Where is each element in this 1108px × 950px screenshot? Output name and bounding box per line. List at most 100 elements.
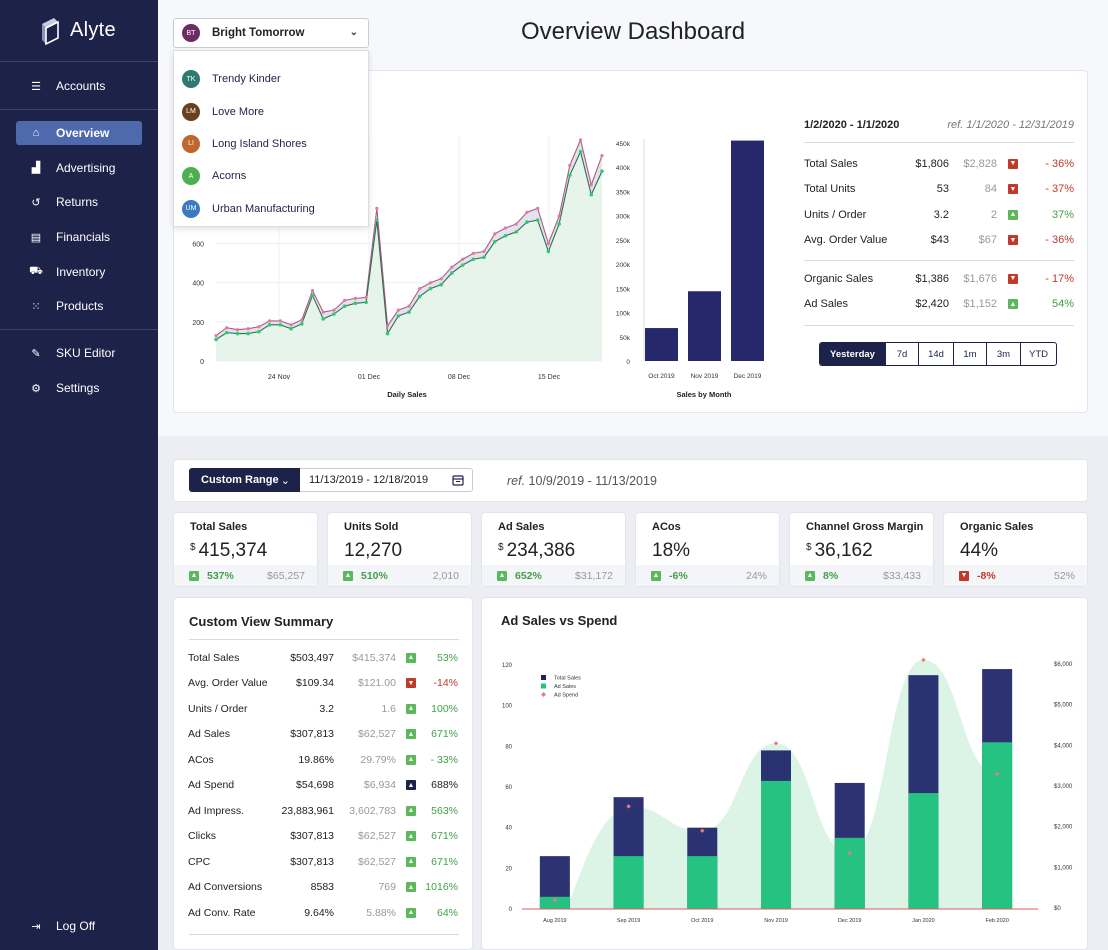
kpi-number: 44% — [960, 540, 999, 561]
account-option-love-more[interactable]: LM Love More — [174, 95, 368, 127]
y-tick-label: 20 — [505, 866, 512, 872]
stat-value: 19.86% — [298, 753, 334, 766]
sidebar-item-sku-editor[interactable]: ✎ SKU Editor — [16, 341, 142, 365]
data-point — [482, 255, 486, 260]
range-button-1m[interactable]: 1m — [953, 343, 986, 365]
stat-label: ACos — [188, 753, 214, 766]
account-option-acorns[interactable]: A Acorns — [174, 160, 368, 192]
kpi-footer: ▼ -8% 52% — [944, 565, 1087, 586]
legend-label: Total Sales — [554, 676, 581, 682]
avatar: UM — [182, 199, 200, 218]
stat-change: - 37% — [1045, 183, 1074, 196]
currency-prefix: $ — [806, 542, 812, 553]
date-range-input[interactable]: 11/13/2019 - 12/18/2019 — [300, 468, 473, 492]
logo[interactable]: Alyte — [0, 0, 158, 62]
stat-change: - 36% — [1045, 234, 1074, 247]
daily-sales-chart: 0 200 400 600 24 Nov 01 Dec 08 Dec 15 Dec Daily … — [192, 136, 604, 399]
custom-range-button[interactable]: Custom Range ⌄ — [189, 468, 300, 492]
y-tick-label: 350k — [616, 189, 631, 196]
divider — [189, 639, 459, 640]
data-point — [246, 331, 250, 336]
data-point — [418, 287, 422, 291]
account-option-trendy-kinder[interactable]: TK Trendy Kinder — [174, 63, 368, 95]
sidebar-item-returns[interactable]: ↺ Returns — [16, 190, 142, 214]
data-point — [536, 206, 540, 210]
kpi-value: 44% — [960, 540, 998, 562]
stat-change: 671% — [431, 728, 458, 741]
stat-value: 3.2 — [933, 208, 949, 221]
data-point — [589, 183, 593, 187]
kpi-card: ACos 18% ▲ -6% 24% — [635, 512, 780, 587]
data-point — [546, 249, 551, 254]
y-tick-label: 200k — [616, 262, 631, 269]
list-icon: ☰ — [31, 80, 41, 93]
currency-prefix: $ — [190, 542, 196, 553]
kpi-value: $234,386 — [498, 540, 575, 562]
account-option-urban-manufacturing[interactable]: UM Urban Manufacturing — [174, 193, 368, 225]
x-tick-label: Oct 2019 — [648, 373, 675, 380]
sidebar-item-label: SKU Editor — [56, 346, 116, 361]
x-tick-label: Dec 2019 — [838, 918, 862, 924]
data-point — [268, 319, 272, 323]
range-button-ytd[interactable]: YTD — [1020, 343, 1056, 365]
account-selector[interactable]: BT Bright Tomorrow ⌄ — [173, 18, 369, 48]
sidebar: Alyte ☰ Accounts ⌂ Overview ▟ Advertisin… — [0, 0, 158, 950]
stat-previous: 84 — [984, 183, 997, 196]
ad-sales-bar — [687, 856, 718, 909]
sidebar-item-settings[interactable]: ⚙ Settings — [16, 376, 142, 400]
data-point — [600, 153, 604, 158]
y-tick-label: 60 — [505, 785, 512, 791]
range-button-7d[interactable]: 7d — [885, 343, 918, 365]
y-tick-label: 200 — [192, 320, 204, 327]
trend-up-icon: ▲ — [651, 570, 661, 581]
sidebar-item-accounts[interactable]: ☰ Accounts — [16, 74, 142, 98]
account-option-long-island-shores[interactable]: LI Long Island Shores — [174, 128, 368, 160]
trend-up-icon: ▲ — [1008, 299, 1018, 310]
stat-row: Total Units 53 84 ▼ - 37% — [804, 177, 1074, 203]
legend-swatch — [541, 683, 546, 689]
range-button-14d[interactable]: 14d — [918, 343, 953, 365]
logout-button[interactable]: ⇥ Log Off — [16, 914, 95, 938]
sidebar-item-inventory[interactable]: ⛟ Inventory — [16, 260, 142, 284]
stat-row: Clicks $307,813 $62,527 ▲ 671% — [188, 824, 458, 850]
sidebar-item-products[interactable]: ⁙ Products — [16, 294, 142, 318]
data-point — [385, 331, 390, 336]
stat-value: 9.64% — [304, 906, 334, 919]
trend-up-icon: ▲ — [343, 570, 353, 581]
stat-value: $307,813 — [290, 830, 334, 843]
stat-row: Ad Sales $2,420 $1,152 ▲ 54% — [804, 292, 1074, 318]
card-title: Custom View Summary — [189, 614, 334, 629]
kpi-card: Ad Sales $234,386 ▲ 652% $31,172 — [481, 512, 626, 587]
data-point — [578, 138, 583, 142]
x-tick-label: Jan 2020 — [912, 918, 935, 924]
stat-change: 1016% — [425, 881, 458, 894]
sidebar-item-overview[interactable]: ⌂ Overview — [16, 121, 142, 145]
home-icon: ⌂ — [32, 127, 40, 139]
sidebar-item-label: Advertising — [56, 160, 116, 175]
trend-up-icon: ▲ — [805, 570, 815, 581]
x-tick-label: Aug 2019 — [543, 918, 567, 924]
data-point — [439, 277, 443, 281]
ad-sales-bar — [761, 780, 791, 909]
stat-row: CPC $307,813 $62,527 ▲ 671% — [188, 849, 458, 875]
stat-label: Total Sales — [188, 651, 240, 664]
bar — [688, 291, 721, 361]
stat-value: $1,806 — [915, 157, 949, 170]
sidebar-item-advertising[interactable]: ▟ Advertising — [16, 156, 142, 180]
sidebar-item-financials[interactable]: ▤ Financials — [16, 225, 142, 249]
kpi-title: Organic Sales — [960, 521, 1034, 533]
y2-tick-label: $3,000 — [1054, 784, 1073, 790]
stat-previous: $1,152 — [963, 298, 997, 311]
range-button-3m[interactable]: 3m — [986, 343, 1020, 365]
trend-up-icon: ▲ — [1008, 209, 1018, 220]
data-point — [214, 337, 218, 342]
range-button-yesterday[interactable]: Yesterday — [820, 343, 885, 365]
data-point — [267, 323, 272, 327]
kpi-change: -6% — [669, 569, 688, 582]
ad-spend-marker — [773, 741, 779, 746]
stat-row: ACos 19.86% 29.79% ▲ - 33% — [188, 747, 458, 773]
data-point — [235, 328, 240, 332]
x-tick-label: Nov 2019 — [691, 373, 719, 380]
kpi-previous: 52% — [1053, 569, 1075, 582]
sidebar-item-label: Returns — [56, 195, 99, 210]
